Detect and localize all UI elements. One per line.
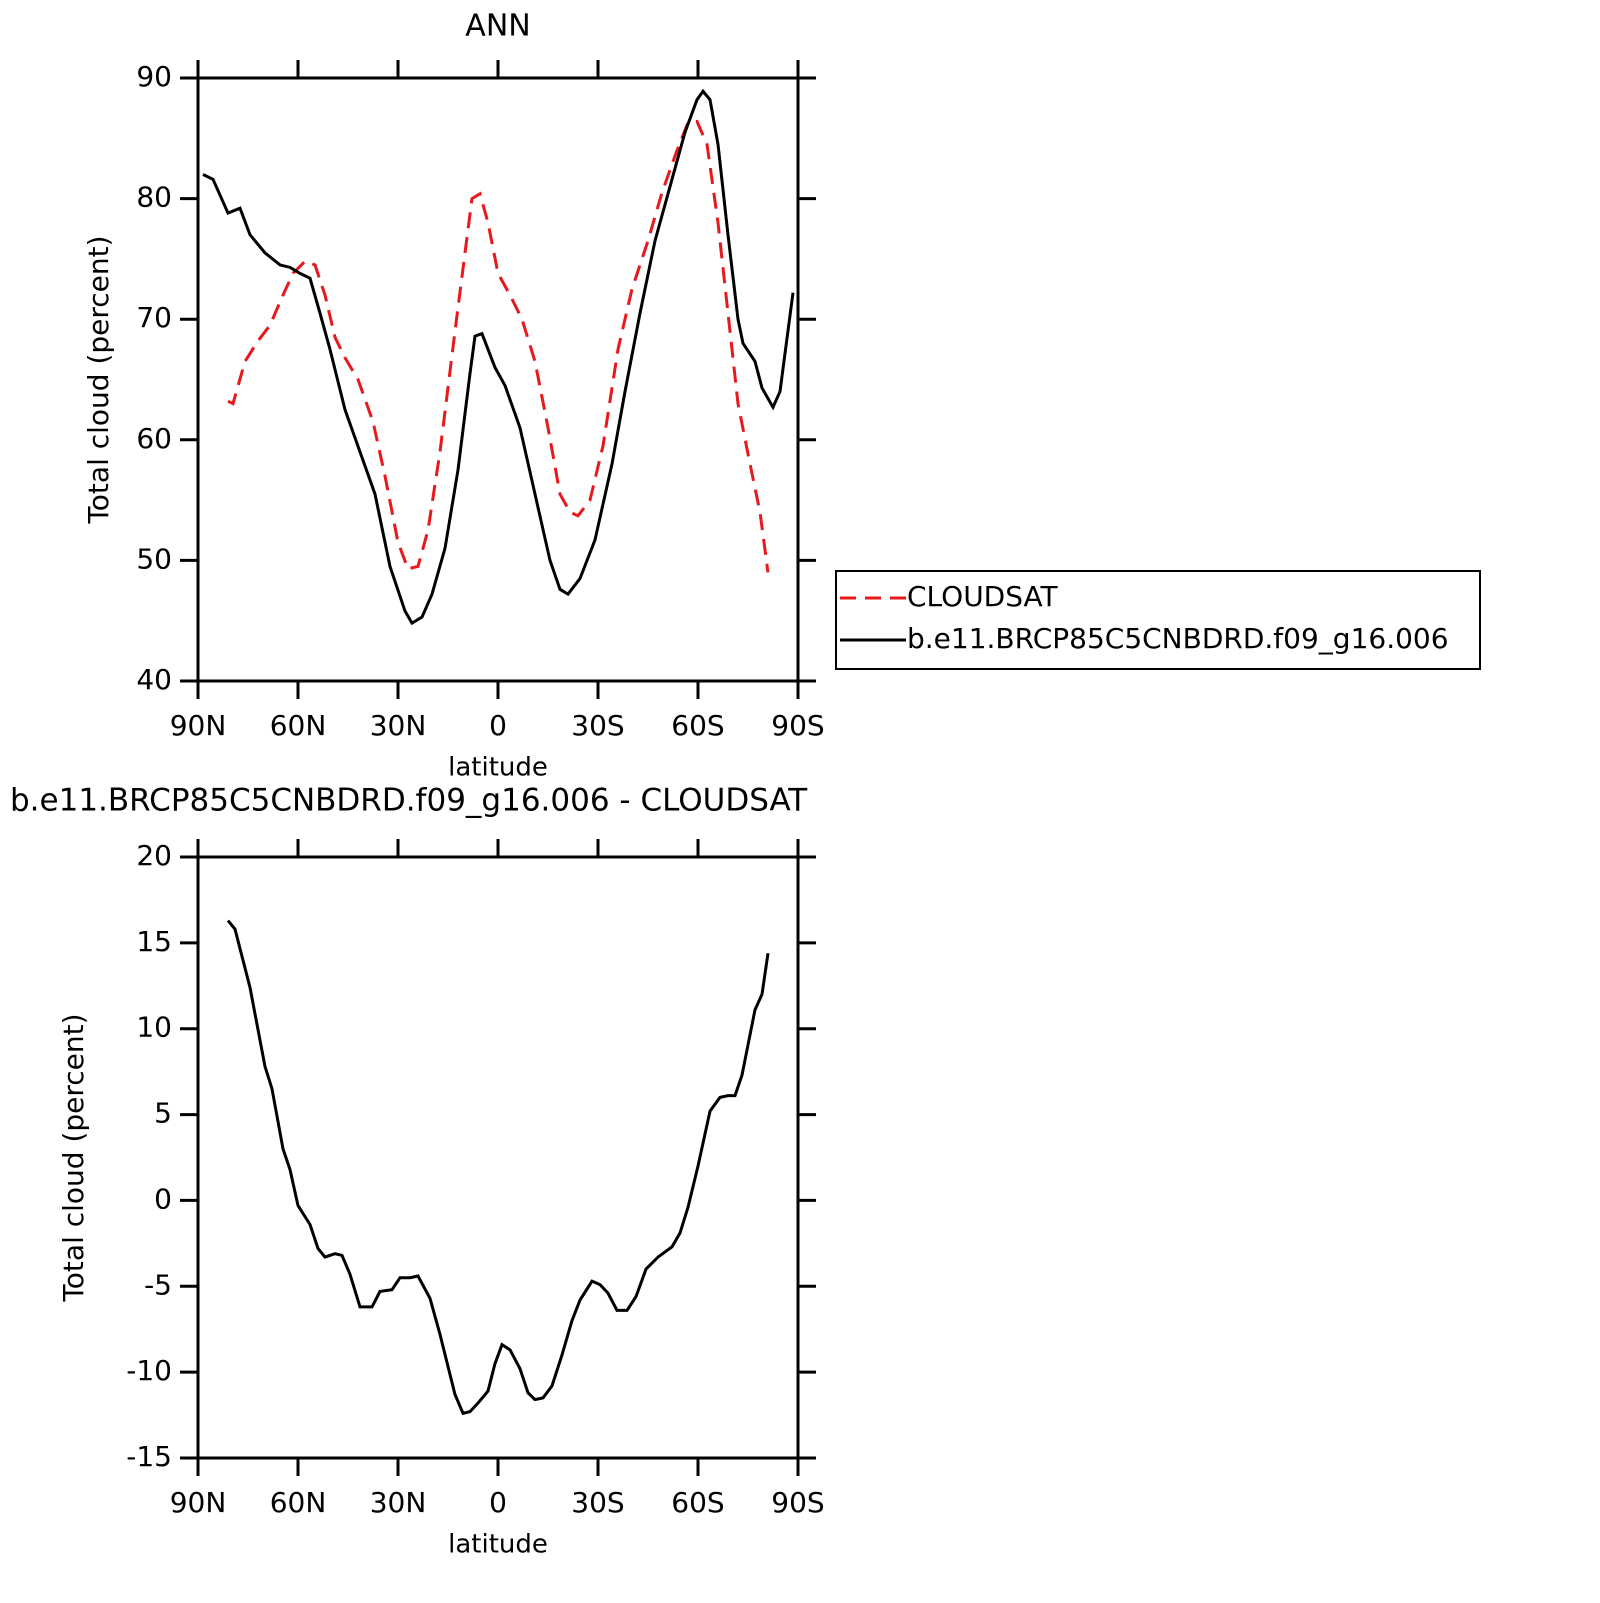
x-tick-label: 60S <box>671 709 724 742</box>
x-tick-label: 90N <box>170 709 227 742</box>
x-tick-label: 90S <box>771 1486 824 1519</box>
y-tick-label: 70 <box>136 301 172 334</box>
x-tick-label: 0 <box>489 709 507 742</box>
x-tick-label: 30N <box>370 709 427 742</box>
x-tick-label: 90S <box>771 709 824 742</box>
y-tick-label: 50 <box>136 542 172 575</box>
y-tick-label: 10 <box>136 1011 172 1044</box>
chart-title: b.e11.BRCP85C5CNBDRD.f09_g16.006 - CLOUD… <box>10 783 808 819</box>
x-tick-label: 90N <box>170 1486 227 1519</box>
x-axis-label: latitude <box>448 753 548 783</box>
data-line <box>227 119 770 573</box>
y-tick-label: 80 <box>136 181 172 214</box>
y-tick-label: -10 <box>126 1354 172 1387</box>
y-tick-label: 20 <box>136 839 172 872</box>
x-tick-label: 30S <box>571 709 624 742</box>
y-tick-label: -15 <box>126 1440 172 1473</box>
y-tick-label: 40 <box>136 663 172 696</box>
y-axis-label: Total cloud (percent) <box>57 1013 90 1302</box>
data-line <box>202 88 795 626</box>
y-tick-label: -5 <box>144 1268 172 1301</box>
x-tick-label: 60N <box>270 709 327 742</box>
x-tick-label: 60N <box>270 1486 327 1519</box>
legend-label: CLOUDSAT <box>907 580 1059 613</box>
y-tick-label: 5 <box>154 1097 172 1130</box>
legend-box <box>835 570 1481 670</box>
y-tick-label: 90 <box>136 60 172 93</box>
chart-title: ANN <box>465 9 530 44</box>
x-axis-label: latitude <box>448 1530 548 1560</box>
x-tick-label: 30S <box>571 1486 624 1519</box>
x-tick-label: 60S <box>671 1486 724 1519</box>
plot-frame <box>196 855 800 1460</box>
data-line <box>226 919 770 1416</box>
plot-frame <box>196 76 800 683</box>
y-tick-label: 60 <box>136 422 172 455</box>
y-tick-label: 0 <box>154 1182 172 1215</box>
x-tick-label: 30N <box>370 1486 427 1519</box>
y-tick-label: 15 <box>136 925 172 958</box>
x-tick-label: 0 <box>489 1486 507 1519</box>
y-axis-label: Total cloud (percent) <box>82 235 115 524</box>
legend-label: b.e11.BRCP85C5CNBDRD.f09_g16.006 <box>907 622 1449 655</box>
